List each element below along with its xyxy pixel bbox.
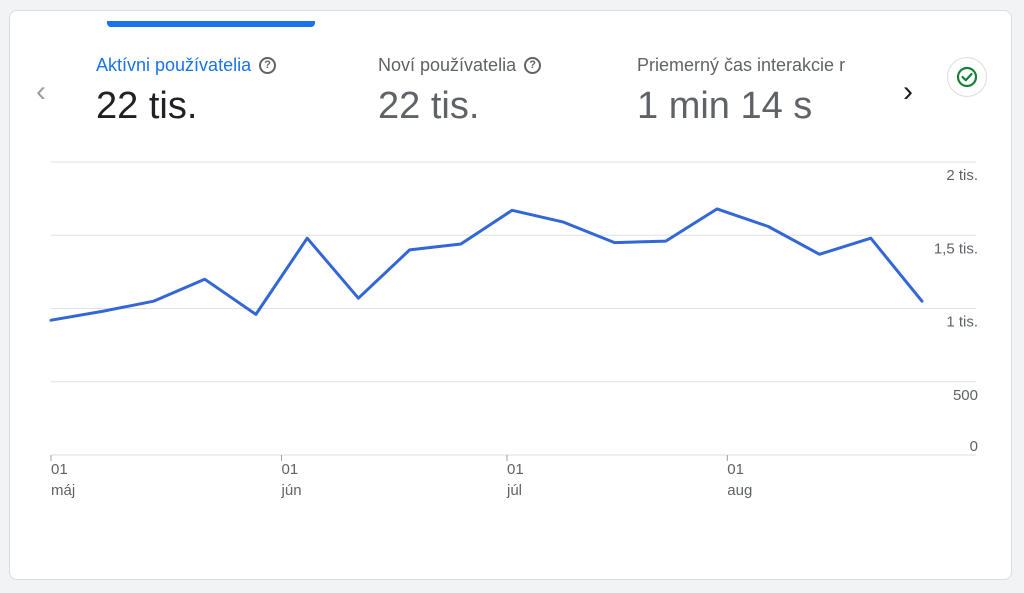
help-icon[interactable]: ? xyxy=(524,56,542,74)
x-tick-month: aug xyxy=(727,482,752,499)
prev-metric-button[interactable]: ‹ xyxy=(36,75,46,108)
x-tick-month: máj xyxy=(51,482,75,499)
series-line-active-users xyxy=(49,207,924,322)
x-tick-day: 01 xyxy=(282,461,299,478)
y-tick-label: 1,5 tis. xyxy=(934,240,978,257)
check-circle-icon xyxy=(956,66,978,88)
active-tab-indicator xyxy=(107,21,315,27)
y-tick-label: 2 tis. xyxy=(946,167,978,184)
y-tick-label: 500 xyxy=(953,387,978,404)
y-tick-label: 0 xyxy=(970,438,978,455)
x-tick-day: 01 xyxy=(727,461,744,478)
x-tick-day: 01 xyxy=(51,461,68,478)
status-check-icon[interactable] xyxy=(947,57,987,97)
line-chart: 2 tis. 1,5 tis. 1 tis. 500 0 01 máj 01 jún 01 júl 0… xyxy=(49,161,978,499)
x-tick-month: jún xyxy=(281,482,302,499)
next-metric-button[interactable]: › xyxy=(903,75,913,108)
help-icon[interactable]: ? xyxy=(259,56,277,74)
x-tick-month: júl xyxy=(506,482,522,499)
metric-avg-engagement[interactable]: Priemerný čas interakcie r 1 min 14 s xyxy=(637,55,877,127)
chart-card: ‹ Aktívni používatelia ? 22 tis. Noví po… xyxy=(9,10,1012,580)
metric-value: 22 tis. xyxy=(378,85,480,127)
metric-value: 22 tis. xyxy=(96,85,198,127)
metric-value: 1 min 14 s xyxy=(637,85,813,127)
metric-active-users[interactable]: Aktívni používatelia ? 22 tis. xyxy=(96,55,277,127)
metric-label: Noví používatelia xyxy=(378,55,517,75)
y-tick-label: 1 tis. xyxy=(946,314,978,331)
metric-new-users[interactable]: Noví používatelia ? 22 tis. xyxy=(378,55,542,127)
x-tick-day: 01 xyxy=(507,461,524,478)
metric-label: Aktívni používatelia xyxy=(96,55,252,75)
metric-label: Priemerný čas interakcie r xyxy=(637,55,846,75)
